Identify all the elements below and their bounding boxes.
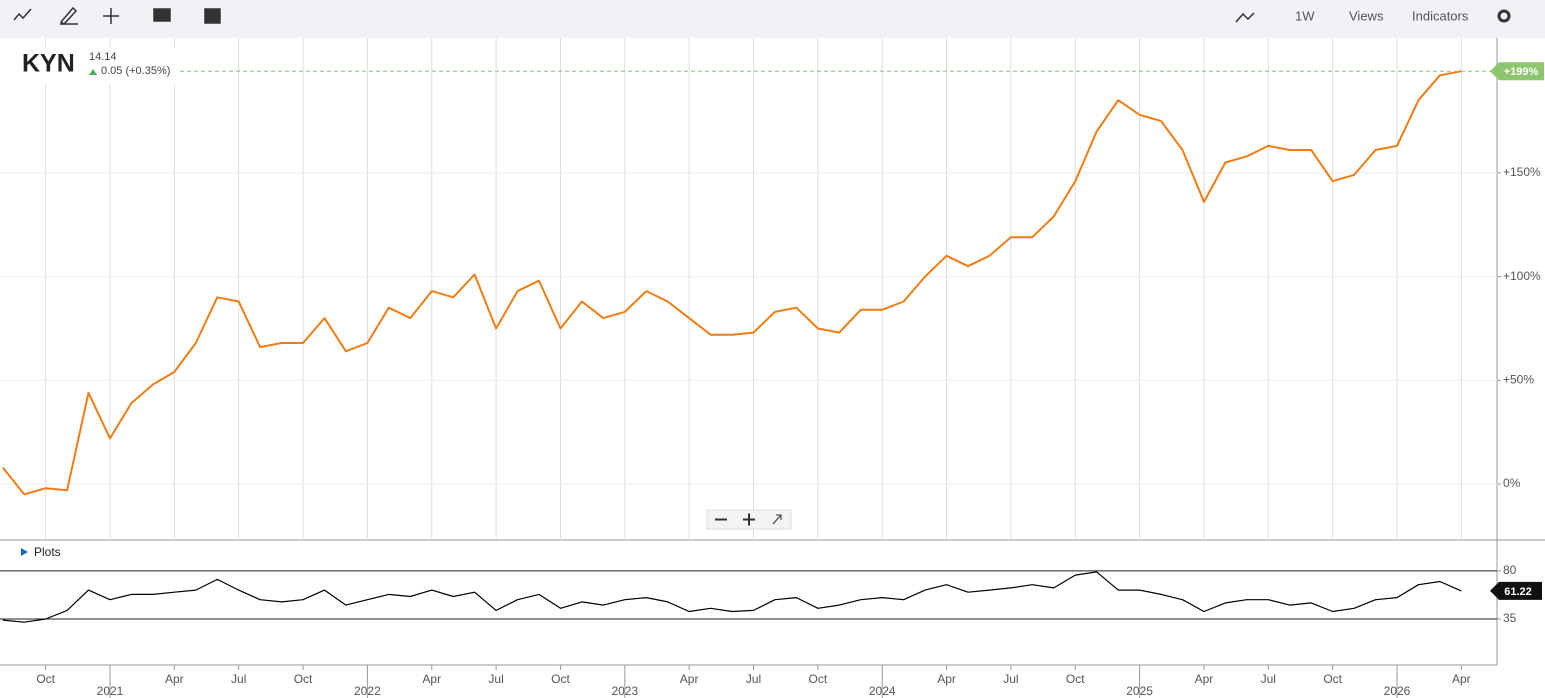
trend-tool[interactable] — [13, 8, 32, 21]
symbol: KYN — [22, 50, 75, 78]
year-label: 2025 — [1126, 684, 1153, 698]
zoom-controls — [706, 509, 792, 530]
year-label: 2021 — [97, 684, 124, 698]
current-badge — [1490, 581, 1542, 600]
up-arrow — [89, 69, 97, 75]
year-label: 2026 — [1384, 684, 1411, 698]
price: 14.14 — [89, 51, 117, 63]
year-label: 2022 — [354, 684, 381, 698]
current-label: +199% — [1504, 66, 1539, 78]
x-tick-label: Jul — [1261, 672, 1276, 686]
x-tick-label: Apr — [422, 672, 441, 686]
interval[interactable]: 1W — [1295, 8, 1315, 23]
x-tick-label: Jul — [488, 672, 503, 686]
y-tick-label: +50% — [1503, 372, 1534, 386]
plots-title[interactable]: Plots — [34, 545, 61, 559]
toolbar — [0, 0, 1545, 38]
year-label: 2023 — [611, 684, 638, 698]
x-tick-label: Apr — [165, 672, 184, 686]
x-tick-label: Jul — [1003, 672, 1018, 686]
quote-box — [20, 48, 175, 84]
x-tick-label: Apr — [937, 672, 956, 686]
toolbar-icons — [13, 6, 1511, 25]
x-tick-label: Apr — [1195, 672, 1214, 686]
crosshair-tool[interactable] — [103, 8, 119, 24]
plots-toggle[interactable] — [21, 548, 28, 556]
y-tick-label: +150% — [1503, 165, 1541, 179]
x-tick-label: Apr — [1452, 672, 1471, 686]
x-tick-label: Oct — [36, 672, 55, 686]
indicators[interactable]: Indicators — [1412, 8, 1469, 23]
x-tick-label: Apr — [680, 672, 699, 686]
x-tick-label: Jul — [231, 672, 246, 686]
x-tick-label: Jul — [746, 672, 761, 686]
x-tick-label: Oct — [551, 672, 570, 686]
draw-tool[interactable] — [59, 6, 78, 25]
y-tick-label: 80 — [1503, 563, 1517, 577]
annotation-tool[interactable] — [153, 8, 171, 22]
y-tick-label: 35 — [1503, 611, 1517, 625]
x-tick-label: Oct — [1323, 672, 1342, 686]
x-tick-label: Oct — [809, 672, 828, 686]
reset-zoom[interactable] — [772, 514, 782, 525]
y-tick-label: 0% — [1503, 476, 1521, 490]
settings[interactable] — [1497, 9, 1511, 23]
price-line — [2, 571, 1462, 623]
current-badge — [1490, 62, 1544, 81]
plot-area: Oct Apr Jul Oct Apr Jul Oct Apr Jul Oct Apr Jul Oct A… — [0, 38, 1544, 698]
price-line — [2, 70, 1462, 496]
table-tool[interactable] — [204, 8, 221, 24]
zoom-in[interactable] — [743, 513, 755, 526]
change: 0.05 (+0.35%) — [101, 65, 170, 77]
y-tick-label: +100% — [1503, 269, 1541, 283]
current-label: 61.22 — [1504, 586, 1532, 598]
views[interactable]: Views — [1349, 8, 1384, 23]
year-label: 2024 — [869, 684, 896, 698]
x-tick-label: Oct — [294, 672, 313, 686]
x-tick-label: Oct — [1066, 672, 1085, 686]
chart-style[interactable] — [1235, 12, 1255, 23]
